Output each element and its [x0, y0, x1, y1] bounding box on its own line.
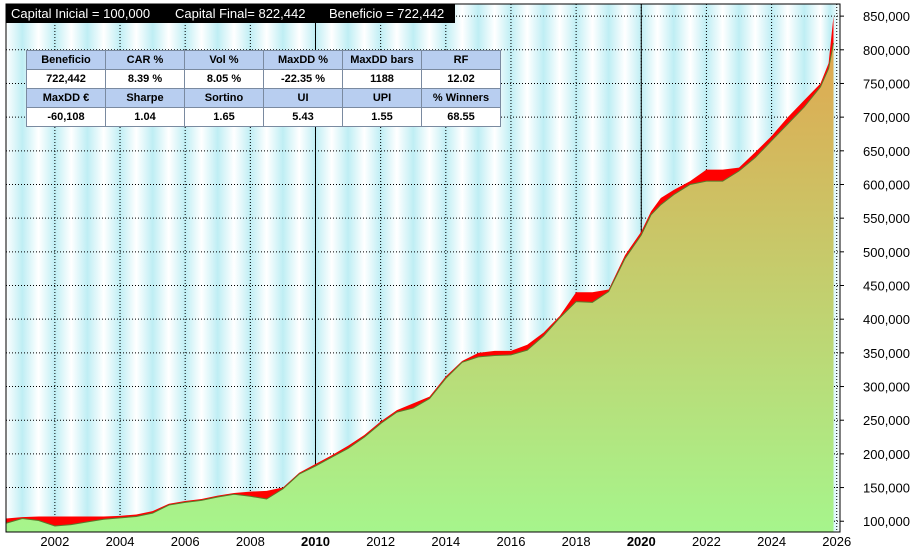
stats-value-cell: 12.02: [421, 69, 501, 89]
stats-value-row-2: -60,108 1.04 1.65 5.43 1.55 68.55: [26, 107, 501, 127]
y-tick-label: 150,000: [863, 481, 910, 496]
series-layer: [5, 16, 834, 533]
stats-value-cell: -60,108: [26, 107, 106, 127]
stats-value-cell: -22.35 %: [263, 69, 343, 89]
capital-final-text: Capital Final= 822,442: [175, 6, 305, 21]
y-tick-label: 300,000: [863, 380, 910, 395]
x-tick-label: 2018: [562, 534, 591, 549]
stats-table: Beneficio CAR % Vol % MaxDD % MaxDD bars…: [26, 50, 501, 127]
stats-header-cell: MaxDD €: [26, 88, 106, 108]
header-bar: [6, 4, 455, 23]
stats-header-cell: Sharpe: [105, 88, 185, 108]
stats-header-row-2: MaxDD € Sharpe Sortino UI UPI % Winners: [26, 88, 501, 108]
stats-header-cell: Beneficio: [26, 50, 106, 70]
y-tick-label: 500,000: [863, 245, 910, 260]
capital-inicial-text: Capital Inicial = 100,000: [11, 6, 150, 21]
beneficio-text: Beneficio = 722,442: [329, 6, 444, 21]
stats-value-cell: 8.39 %: [105, 69, 185, 89]
y-tick-label: 100,000: [863, 514, 910, 529]
stats-value-cell: 5.43: [263, 107, 343, 127]
stats-value-cell: 8.05 %: [184, 69, 264, 89]
stats-header-cell: MaxDD bars: [342, 50, 422, 70]
y-tick-label: 700,000: [863, 110, 910, 125]
y-tick-label: 450,000: [863, 279, 910, 294]
equity-area: [6, 43, 834, 533]
x-tick-label: 2002: [40, 534, 69, 549]
stats-value-cell: 1.65: [184, 107, 264, 127]
stats-value-cell: 1.55: [342, 107, 422, 127]
x-tick-label: 2020: [627, 534, 656, 549]
equity-line: [5, 42, 834, 527]
x-tick-label: 2012: [366, 534, 395, 549]
x-tick-label: 2026: [822, 534, 851, 549]
x-tick-label: 2024: [757, 534, 786, 549]
stats-value-row-1: 722,442 8.39 % 8.05 % -22.35 % 1188 12.0…: [26, 69, 501, 89]
stats-header-cell: % Winners: [421, 88, 501, 108]
y-tick-label: 800,000: [863, 43, 910, 58]
x-axis: 2002 2004 2006 2008 2010 2012 2014 2016 2018 2020…: [40, 534, 851, 549]
x-tick-label: 2004: [106, 534, 135, 549]
x-tick-label: 2008: [236, 534, 265, 549]
y-tick-label: 650,000: [863, 144, 910, 159]
stats-header-cell: MaxDD %: [263, 50, 343, 70]
y-tick-label: 600,000: [863, 177, 910, 192]
stats-value-cell: 1188: [342, 69, 422, 89]
stats-header-row-1: Beneficio CAR % Vol % MaxDD % MaxDD bars…: [26, 50, 501, 70]
stats-header-cell: CAR %: [105, 50, 185, 70]
y-tick-label: 750,000: [863, 76, 910, 91]
x-tick-label: 2022: [692, 534, 721, 549]
y-tick-label: 550,000: [863, 211, 910, 226]
stats-header-cell: UI: [263, 88, 343, 108]
y-tick-label: 200,000: [863, 447, 910, 462]
stats-value-cell: 68.55: [421, 107, 501, 127]
y-axis: 100,000 150,000 200,000 250,000 300,000 350,0…: [840, 9, 910, 529]
x-tick-label: 2014: [431, 534, 460, 549]
y-tick-label: 250,000: [863, 413, 910, 428]
x-tick-label: 2016: [497, 534, 526, 549]
stats-header-cell: Vol %: [184, 50, 264, 70]
x-tick-label: 2010: [301, 534, 330, 549]
stats-value-cell: 722,442: [26, 69, 106, 89]
stats-header-cell: UPI: [342, 88, 422, 108]
y-tick-label: 850,000: [863, 9, 910, 24]
x-tick-label: 2006: [171, 534, 200, 549]
stats-value-cell: 1.04: [105, 107, 185, 127]
stats-header-cell: Sortino: [184, 88, 264, 108]
y-tick-label: 400,000: [863, 312, 910, 327]
stats-header-cell: RF: [421, 50, 501, 70]
y-tick-label: 350,000: [863, 346, 910, 361]
